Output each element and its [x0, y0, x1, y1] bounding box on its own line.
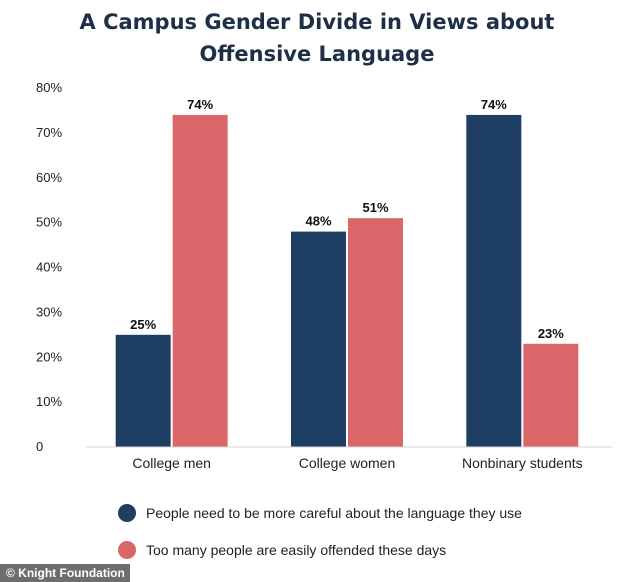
legend-item-careful: People need to be more careful about the… [118, 501, 522, 525]
bar-offended [172, 114, 228, 448]
chart-title-line-1: A Campus Gender Divide in Views about [79, 10, 555, 34]
chart-title-line-2: Offensive Language [199, 42, 435, 66]
chart-title: A Campus Gender Divide in Views about Of… [0, 6, 634, 70]
data-label: 51% [362, 200, 388, 215]
x-category-label: Nonbinary students [462, 455, 583, 471]
data-label: 48% [305, 214, 331, 229]
y-tick-label: 80% [36, 80, 62, 95]
data-label: 23% [538, 326, 564, 341]
data-label: 74% [481, 97, 507, 112]
legend-label-careful: People need to be more careful about the… [146, 505, 522, 521]
bar-group: 25% 74% 48% 51% 74% 23% [115, 97, 579, 448]
bar-offended [348, 218, 403, 447]
legend-item-offended: Too many people are easily offended thes… [118, 538, 446, 562]
y-tick-label: 10% [36, 394, 62, 409]
y-tick-label: 20% [36, 349, 62, 364]
data-label: 74% [187, 97, 213, 112]
legend-label-offended: Too many people are easily offended thes… [146, 542, 447, 558]
bar-careful [115, 334, 171, 447]
y-tick-label: 70% [36, 125, 62, 140]
y-tick-label: 30% [36, 304, 62, 319]
credit-label: © Knight Foundation [0, 564, 130, 582]
y-tick-label: 60% [36, 170, 62, 185]
y-tick-label: 40% [36, 260, 62, 275]
y-tick-label: 0 [36, 439, 43, 454]
bar-careful [466, 114, 522, 448]
data-label: 25% [130, 317, 156, 332]
x-axis: College men College women Nonbinary studen… [132, 455, 582, 471]
legend-swatch-offended [118, 541, 136, 559]
y-tick-label: 50% [36, 215, 62, 230]
x-category-label: College men [132, 455, 211, 471]
bar-offended [523, 343, 579, 447]
y-axis: 0 10% 20% 30% 40% 50% 60% 70% 80% [36, 80, 62, 454]
legend-swatch-careful [118, 504, 136, 522]
x-category-label: College women [299, 455, 396, 471]
bar-careful [291, 231, 346, 447]
